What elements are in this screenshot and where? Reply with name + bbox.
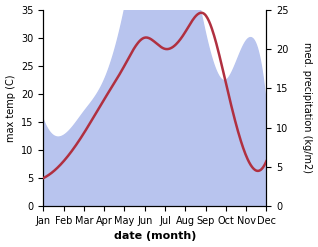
Y-axis label: max temp (C): max temp (C) — [5, 74, 16, 142]
X-axis label: date (month): date (month) — [114, 231, 196, 242]
Y-axis label: med. precipitation (kg/m2): med. precipitation (kg/m2) — [302, 42, 313, 173]
